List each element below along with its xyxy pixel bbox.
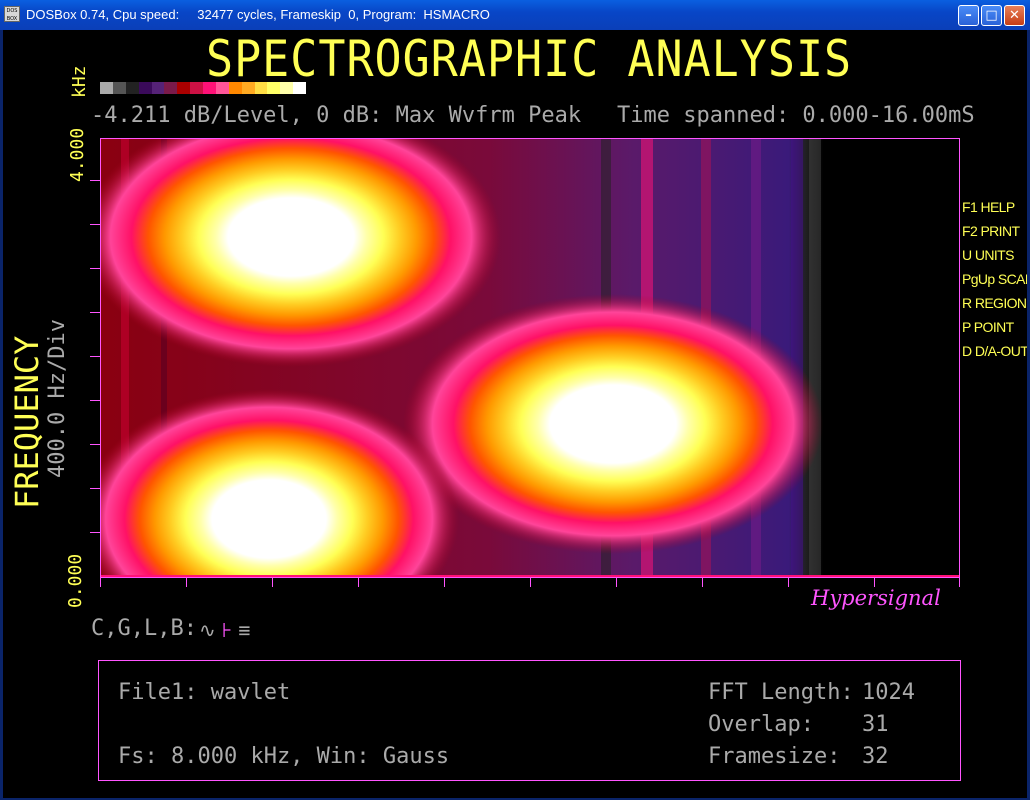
x-tick — [272, 578, 273, 587]
menu-item-help[interactable]: F1 HELP — [962, 199, 1015, 215]
dosbox-app-icon[interactable]: DOS BOX — [4, 6, 20, 22]
minimize-icon: – — [965, 8, 972, 23]
x-tick — [186, 578, 187, 587]
dos-screen[interactable]: SPECTROGRAPHIC ANALYSIS -4.211 dB/Level,… — [3, 30, 1027, 798]
y-tick — [90, 224, 100, 225]
y-division-label: 400.0 Hz/Div — [45, 319, 70, 478]
y-tick — [90, 488, 100, 489]
y-tick — [90, 400, 100, 401]
menu-item-da-out[interactable]: D D/A-OUT — [962, 343, 1027, 359]
display-modes-label: C,G,L,B: — [91, 616, 197, 641]
scale-info: -4.211 dB/Level, 0 dB: Max Wvfrm Peak — [91, 103, 582, 128]
x-tick — [788, 578, 789, 587]
sample-rate-window: Fs: 8.000 kHz, Win: Gauss — [118, 744, 450, 769]
spectrogram-image — [101, 139, 959, 577]
minimize-button[interactable]: – — [958, 5, 979, 26]
x-tick — [530, 578, 531, 587]
display-mode-icons: ∿ ⊦ ≡ — [199, 618, 250, 642]
maximize-button[interactable]: □ — [981, 5, 1002, 26]
menu-item-print[interactable]: F2 PRINT — [962, 223, 1020, 239]
waveform-mode-icon[interactable]: ∿ — [199, 618, 216, 642]
y-tick — [90, 180, 100, 181]
x-tick — [702, 578, 703, 587]
fft-length-value: 1024 — [862, 680, 915, 705]
function-key-menu: F1 HELP F2 PRINT U UNITS PgUp SCALE R RE… — [962, 195, 1027, 363]
y-tick-top-label: 4.000 — [67, 127, 88, 182]
framesize-label: Framesize: — [708, 744, 841, 769]
y-tick — [90, 356, 100, 357]
fft-length-label: FFT Length: — [708, 680, 854, 705]
time-info: Time spanned: 0.000-16.00mS — [617, 103, 975, 128]
x-tick — [874, 578, 875, 587]
y-tick — [90, 532, 100, 533]
brand-logo: Hypersignal — [811, 586, 941, 610]
x-tick — [959, 578, 960, 587]
overlap-value: 31 — [862, 712, 889, 737]
y-tick-bottom-label: 0.000 — [65, 553, 86, 608]
x-tick — [444, 578, 445, 587]
y-axis-title: FREQUENCY — [8, 335, 46, 509]
x-tick — [100, 578, 101, 587]
y-unit-label: kHz — [69, 65, 90, 98]
menu-item-point[interactable]: P POINT — [962, 319, 1014, 335]
close-button[interactable]: ✕ — [1004, 5, 1025, 26]
x-tick — [358, 578, 359, 587]
window-title: DOSBox 0.74, Cpu speed: 32477 cycles, Fr… — [26, 7, 490, 22]
color-scale-bar — [100, 82, 306, 94]
x-axis — [100, 578, 960, 590]
page-title: SPECTROGRAPHIC ANALYSIS — [206, 30, 853, 89]
x-tick — [616, 578, 617, 587]
file-name: File1: wavlet — [118, 680, 291, 705]
title-bar[interactable]: DOS BOX DOSBox 0.74, Cpu speed: 32477 cy… — [0, 0, 1030, 30]
menu-item-units[interactable]: U UNITS — [962, 247, 1014, 263]
spectrogram-plot[interactable] — [100, 138, 960, 578]
lines-mode-icon[interactable]: ≡ — [238, 618, 251, 642]
framesize-value: 32 — [862, 744, 889, 769]
y-tick — [90, 312, 100, 313]
grid-mode-icon[interactable]: ⊦ — [221, 618, 233, 642]
menu-item-region[interactable]: R REGION — [962, 295, 1027, 311]
y-tick — [90, 268, 100, 269]
y-tick — [90, 444, 100, 445]
file-info-panel: File1: wavlet Fs: 8.000 kHz, Win: Gauss … — [98, 660, 961, 781]
maximize-icon: □ — [985, 8, 998, 23]
menu-item-scale[interactable]: PgUp SCALE — [962, 271, 1027, 287]
close-icon: ✕ — [1009, 8, 1020, 23]
overlap-label: Overlap: — [708, 712, 814, 737]
